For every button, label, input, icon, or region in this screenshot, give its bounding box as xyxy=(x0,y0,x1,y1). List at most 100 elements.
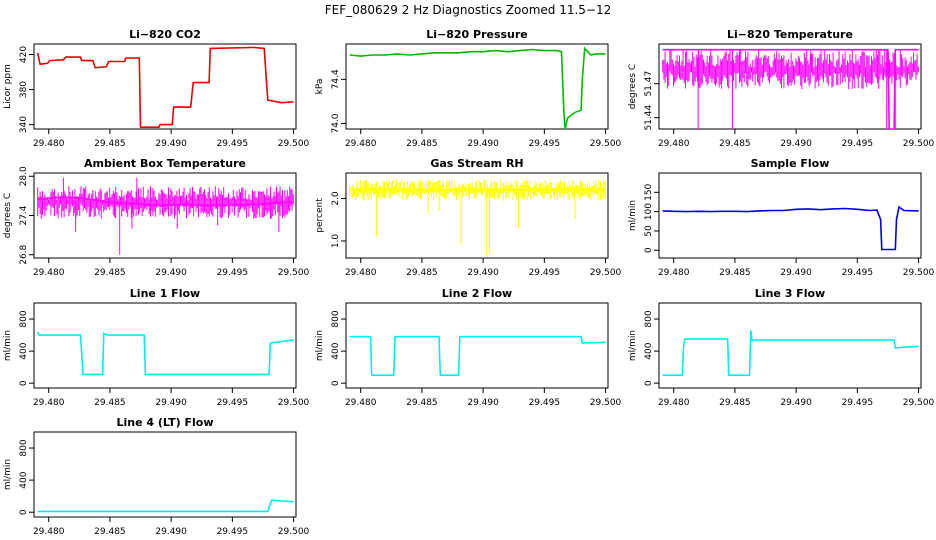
y-axis-label: degrees C xyxy=(3,193,13,238)
y-tick-label: 400 xyxy=(644,342,654,359)
x-tick-label: 29.495 xyxy=(529,268,561,278)
y-tick-label: 51.47 xyxy=(644,71,654,97)
panel-frame xyxy=(345,43,609,130)
y-tick-label: 100 xyxy=(644,203,654,220)
y-tick-label: 800 xyxy=(644,310,654,327)
x-tick-label: 29.500 xyxy=(903,139,935,149)
panel-title: Gas Stream RH xyxy=(430,157,523,170)
panel-sample_flow: Sample Flow 29.480 29.485 29.490 29.495 29.50… xyxy=(628,157,935,278)
x-tick-label: 29.485 xyxy=(406,139,438,149)
x-tick-label: 29.480 xyxy=(658,268,690,278)
y-tick-label: 74.0 xyxy=(331,113,341,133)
x-tick-label: 29.490 xyxy=(467,398,499,408)
y-axis-label: Licor ppm xyxy=(3,64,13,109)
x-tick-label: 29.490 xyxy=(155,268,187,278)
panel-data xyxy=(37,177,294,255)
x-tick-label: 29.500 xyxy=(903,268,935,278)
panel-title: Sample Flow xyxy=(751,157,830,170)
x-tick-label: 29.480 xyxy=(658,139,690,149)
y-tick-label: 28.0 xyxy=(19,166,29,186)
x-tick-label: 29.500 xyxy=(278,139,310,149)
x-tick-label: 29.495 xyxy=(842,398,874,408)
panel-frame xyxy=(33,431,297,518)
y-axis-label: ml/min xyxy=(315,330,325,361)
figure-title: FEF_080629 2 Hz Diagnostics Zoomed 11.5−… xyxy=(325,3,612,17)
series-line xyxy=(349,335,606,377)
x-tick-label: 29.480 xyxy=(345,139,377,149)
y-tick-label: 0 xyxy=(19,380,29,386)
panel-line4: Line 4 (LT) Flow 29.480 29.485 29.490 29.495… xyxy=(3,416,310,537)
y-tick-label: 380 xyxy=(19,81,29,98)
y-tick-label: 400 xyxy=(331,342,341,359)
y-axis-label: ml/min xyxy=(628,200,638,231)
x-tick-label: 29.490 xyxy=(155,139,187,149)
y-tick-label: 400 xyxy=(19,471,29,488)
y-tick-label: 420 xyxy=(19,46,29,63)
series-line xyxy=(37,499,294,513)
y-tick-label: 1.0 xyxy=(331,234,341,249)
x-tick-label: 29.490 xyxy=(467,268,499,278)
x-tick-label: 29.495 xyxy=(529,398,561,408)
x-tick-label: 29.495 xyxy=(529,139,561,149)
panel-data xyxy=(662,330,919,377)
y-tick-label: 74.4 xyxy=(331,69,341,89)
panel-frame xyxy=(33,302,297,389)
x-tick-label: 29.495 xyxy=(217,398,249,408)
series-line xyxy=(36,46,294,128)
x-tick-label: 29.485 xyxy=(94,398,126,408)
panel-data xyxy=(349,46,606,129)
panel-title: Line 4 (LT) Flow xyxy=(117,416,214,429)
x-tick-label: 29.500 xyxy=(278,527,310,537)
y-tick-label: 50 xyxy=(644,225,654,237)
x-tick-label: 29.485 xyxy=(94,139,126,149)
x-tick-label: 29.480 xyxy=(33,527,65,537)
panel-title: Line 3 Flow xyxy=(755,287,825,300)
panel-box_temp: Ambient Box Temperature 29.480 29.485 29.49… xyxy=(3,157,310,278)
panel-line2: Line 2 Flow 29.480 29.485 29.490 29.495 29.50… xyxy=(315,287,622,408)
x-tick-label: 29.490 xyxy=(467,139,499,149)
x-tick-label: 29.500 xyxy=(590,139,622,149)
y-axis-label: ml/min xyxy=(628,330,638,361)
x-tick-label: 29.495 xyxy=(842,139,874,149)
x-tick-label: 29.480 xyxy=(345,268,377,278)
panel-line1: Line 1 Flow 29.480 29.485 29.490 29.495 29.50… xyxy=(3,287,310,408)
x-tick-label: 29.485 xyxy=(406,398,438,408)
y-tick-label: 800 xyxy=(331,310,341,327)
noise-band xyxy=(662,49,919,90)
panel-frame xyxy=(345,302,609,389)
x-tick-label: 29.480 xyxy=(345,398,377,408)
x-tick-label: 29.490 xyxy=(780,139,812,149)
panel-data xyxy=(349,335,606,377)
panel-data xyxy=(349,179,606,256)
x-tick-label: 29.480 xyxy=(33,268,65,278)
panel-pressure: Li−820 Pressure 29.480 29.485 29.490 29.495 2… xyxy=(315,28,622,149)
panel-data xyxy=(36,46,294,128)
y-tick-label: 0 xyxy=(19,509,29,515)
x-tick-label: 29.485 xyxy=(94,268,126,278)
series-line xyxy=(349,46,606,129)
panel-line3: Line 3 Flow 29.480 29.485 29.490 29.495 29.50… xyxy=(628,287,935,408)
y-axis-label: ml/min xyxy=(3,459,13,490)
y-axis-label: degrees C xyxy=(628,64,638,109)
x-tick-label: 29.500 xyxy=(590,268,622,278)
x-tick-label: 29.490 xyxy=(780,398,812,408)
panel-co2: Li−820 CO2 29.480 29.485 29.490 29.495 29.500… xyxy=(3,28,310,149)
panel-title: Line 2 Flow xyxy=(442,287,512,300)
x-tick-label: 29.495 xyxy=(217,268,249,278)
x-tick-label: 29.480 xyxy=(33,398,65,408)
panel-frame xyxy=(658,43,922,130)
x-tick-label: 29.485 xyxy=(719,398,751,408)
y-tick-label: 51.44 xyxy=(644,105,654,131)
y-axis-label: ml/min xyxy=(3,330,13,361)
x-tick-label: 29.485 xyxy=(94,527,126,537)
x-tick-label: 29.490 xyxy=(155,398,187,408)
y-tick-label: 800 xyxy=(19,310,29,327)
x-tick-label: 29.480 xyxy=(658,398,690,408)
panel-data xyxy=(36,331,294,376)
panel-frame xyxy=(658,302,922,389)
y-axis-label: percent xyxy=(315,198,325,233)
y-tick-label: 150 xyxy=(644,183,654,200)
panel-licor_temp: Li−820 Temperature 29.480 29.485 29.490 29.4… xyxy=(628,28,935,149)
x-tick-label: 29.500 xyxy=(590,398,622,408)
panel-frame xyxy=(345,172,609,259)
